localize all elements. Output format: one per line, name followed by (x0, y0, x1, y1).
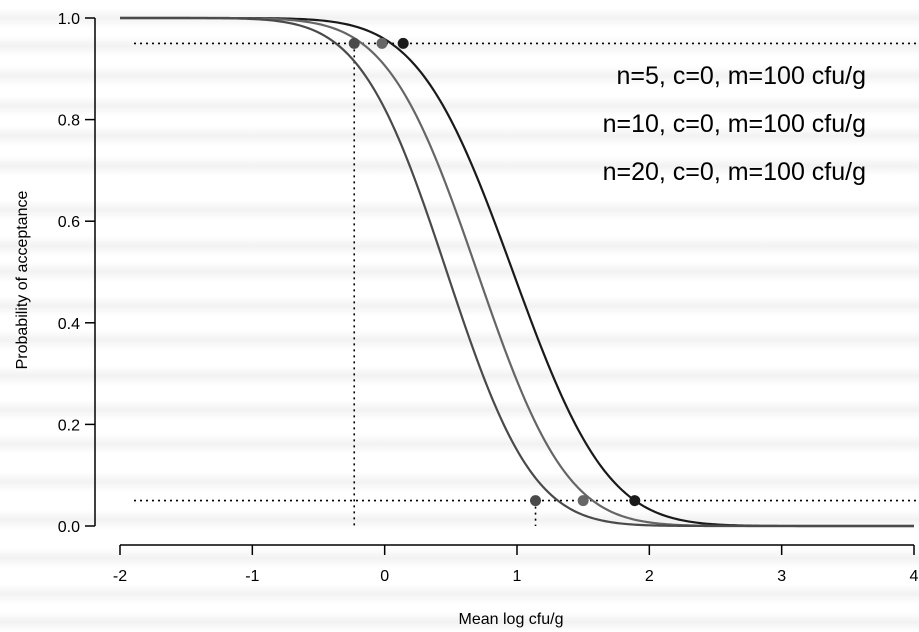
y-tick-label: 0.6 (58, 214, 80, 231)
series-point-2 (577, 495, 589, 507)
x-axis-label: Mean log cfu/g (459, 611, 564, 628)
y-tick-label: 0.2 (58, 417, 80, 434)
legend-entry-1: n=5, c=0, m=100 cfu/g (617, 62, 866, 90)
series-point-1 (629, 495, 641, 507)
x-axis: -2 -1 0 1 2 3 4 (113, 544, 919, 585)
y-tick-label: 0.8 (58, 113, 80, 130)
series-point-1 (397, 37, 409, 49)
legend: n=5, c=0, m=100 cfu/g n=10, c=0, m=100 cf… (603, 62, 866, 186)
x-tick-label: 1 (513, 568, 522, 585)
x-tick-label: 3 (777, 568, 786, 585)
y-axis-label: Probability of acceptance (14, 191, 31, 370)
y-tick-label: 1.0 (58, 11, 80, 28)
x-tick-label: -1 (245, 568, 259, 585)
series-point-3 (348, 37, 360, 49)
legend-entry-2: n=10, c=0, m=100 cfu/g (603, 110, 866, 138)
series-point-2 (376, 37, 388, 49)
x-tick-label: 0 (380, 568, 389, 585)
series-point-3 (530, 495, 542, 507)
x-tick-label: -2 (113, 568, 127, 585)
series-curves (120, 16, 914, 528)
legend-entry-3: n=20, c=0, m=100 cfu/g (603, 158, 866, 186)
x-tick-label: 2 (645, 568, 654, 585)
y-axis: 0.0 0.2 0.4 0.6 0.8 1.0 (58, 11, 96, 536)
series-markers (348, 37, 641, 507)
y-tick-label: 0.4 (58, 316, 80, 333)
y-tick-label: 0.0 (58, 519, 80, 536)
reference-lines (134, 42, 918, 526)
series-line-3 (120, 16, 914, 528)
x-tick-label: 4 (910, 568, 919, 585)
